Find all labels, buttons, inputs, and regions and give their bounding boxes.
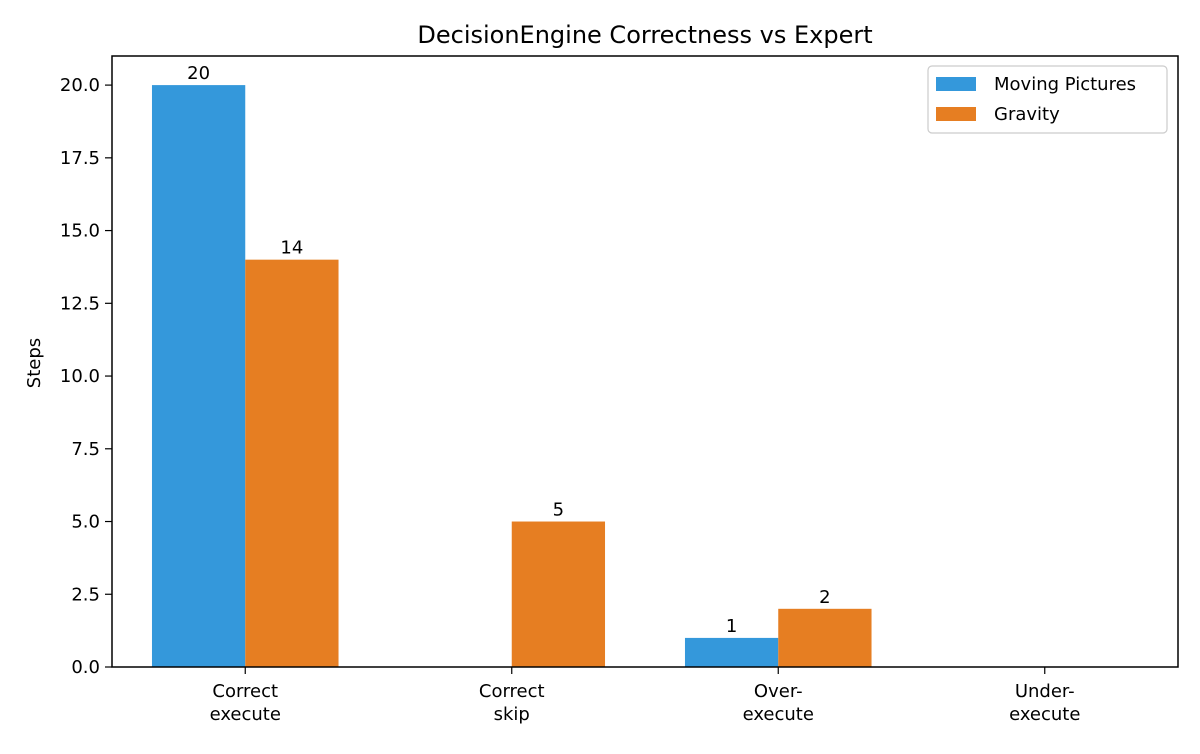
bar-0-0 [151,85,246,668]
bars-group [151,85,872,668]
bar-1-2 [778,608,872,667]
data-label-1-1: 5 [553,500,564,521]
y-tick-label-7: 17.5 [60,148,100,169]
data-label-1-0: 14 [280,238,303,259]
chart-title: DecisionEngine Correctness vs Expert [417,21,872,49]
legend-frame [927,65,1168,134]
data-label-1-2: 2 [819,587,830,608]
y-tick-label-0: 0.0 [71,657,100,678]
legend-swatch-0 [936,77,976,91]
y-tick-label-3: 7.5 [71,439,100,460]
x-tick-label-1: Correct skip [479,681,545,725]
legend-swatch-1 [936,107,976,121]
x-tick-label-0: Correct execute [210,681,281,725]
y-tick-label-4: 10.0 [60,366,100,387]
x-axis-ticks: Correct execute Correct skip Over-execute Und… [210,667,1080,725]
y-tick-label-5: 12.5 [60,293,100,314]
bar-0-2 [684,637,779,667]
legend: Moving Pictures Gravity [927,65,1168,134]
y-axis-ticks: 0.0 2.5 5.0 7.5 10.0 12.5 15.0 17.5 20.0 [60,75,112,678]
legend-label-0: Moving Pictures [994,74,1136,95]
plot-frame [111,55,1179,668]
data-label-0-2: 1 [726,616,737,637]
bar-1-0 [245,259,339,667]
data-label-0-0: 20 [187,63,210,84]
y-tick-label-6: 15.0 [60,221,100,242]
y-tick-label-2: 5.0 [71,512,100,533]
data-labels-group: 20 1 14 5 2 [187,63,830,637]
x-tick-label-3: Under-execute [1009,681,1080,725]
bar-1-1 [511,521,606,667]
y-axis-label: Steps [24,338,45,388]
y-tick-label-8: 20.0 [60,75,100,96]
y-tick-label-1: 2.5 [71,584,100,605]
x-tick-label-2: Over-execute [743,681,814,725]
legend-label-1: Gravity [994,104,1060,125]
